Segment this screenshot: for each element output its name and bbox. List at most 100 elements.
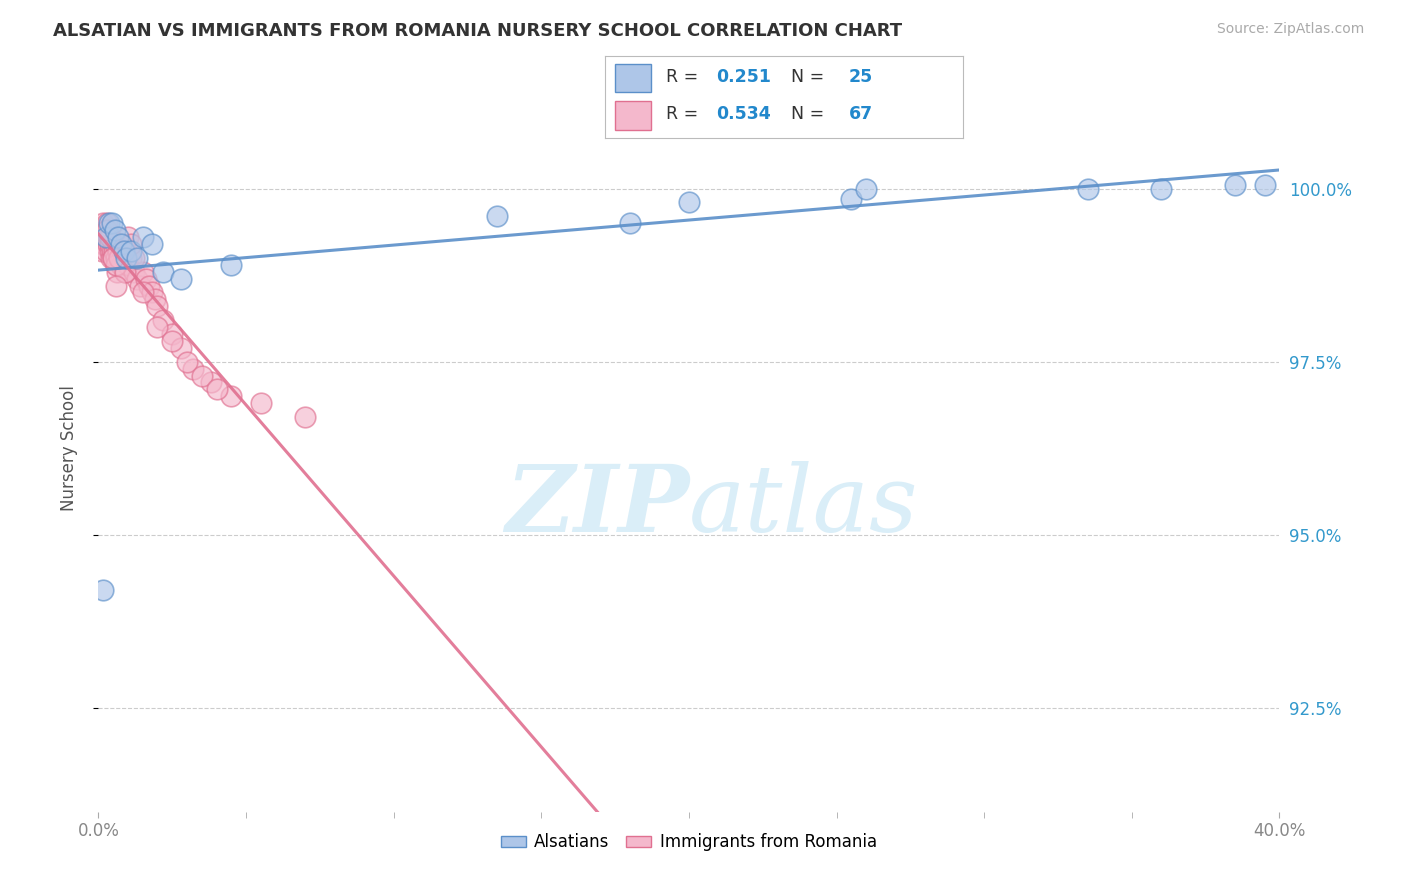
Point xyxy=(141,237,163,252)
Point xyxy=(97,237,120,252)
Point xyxy=(108,251,131,265)
Point xyxy=(152,265,174,279)
Point xyxy=(619,216,641,230)
Point xyxy=(1077,181,1099,195)
Bar xyxy=(616,63,651,92)
Point xyxy=(200,376,222,390)
Text: 25: 25 xyxy=(848,68,873,87)
Text: atlas: atlas xyxy=(689,461,918,551)
Text: N =: N = xyxy=(792,104,830,122)
Point xyxy=(89,230,111,244)
Point xyxy=(152,313,174,327)
Point xyxy=(107,230,129,244)
Point xyxy=(93,237,115,252)
Point xyxy=(1254,178,1277,193)
Point xyxy=(146,299,169,313)
Point xyxy=(98,230,121,244)
Text: 0.534: 0.534 xyxy=(716,104,770,122)
Point xyxy=(100,216,122,230)
Point xyxy=(105,265,128,279)
Point xyxy=(110,237,132,252)
Point xyxy=(91,244,114,258)
Text: 67: 67 xyxy=(848,104,873,122)
Legend: Alsatians, Immigrants from Romania: Alsatians, Immigrants from Romania xyxy=(495,827,883,858)
Point xyxy=(105,278,128,293)
Point xyxy=(125,251,148,265)
Point xyxy=(1225,178,1247,193)
Point xyxy=(112,251,135,265)
Point xyxy=(104,223,127,237)
Point xyxy=(117,258,139,272)
Point xyxy=(678,195,700,210)
Point xyxy=(841,192,863,206)
Point xyxy=(855,181,877,195)
Point xyxy=(221,389,243,403)
Point xyxy=(112,244,135,258)
Point xyxy=(191,368,214,383)
Point xyxy=(122,265,145,279)
Text: N =: N = xyxy=(792,68,830,87)
Point xyxy=(176,354,198,368)
Point xyxy=(91,216,114,230)
Point xyxy=(100,251,122,265)
Point xyxy=(162,334,183,348)
Point xyxy=(90,223,112,237)
Point xyxy=(120,251,142,265)
Point xyxy=(94,230,117,244)
Point xyxy=(97,230,120,244)
Point xyxy=(110,258,132,272)
Point xyxy=(205,383,228,397)
Point xyxy=(98,244,121,258)
Text: R =: R = xyxy=(665,104,703,122)
Y-axis label: Nursery School: Nursery School xyxy=(59,385,77,511)
Point xyxy=(294,410,316,425)
Point xyxy=(111,237,134,252)
Point xyxy=(170,341,193,355)
Point xyxy=(100,244,122,258)
Text: 0.251: 0.251 xyxy=(716,68,770,87)
Point xyxy=(250,396,273,410)
Point xyxy=(103,244,125,258)
Point xyxy=(111,244,134,258)
Point xyxy=(132,265,155,279)
Point xyxy=(486,209,509,223)
Point xyxy=(128,278,150,293)
Point xyxy=(96,216,118,230)
Point xyxy=(98,237,121,252)
Point xyxy=(96,223,118,237)
Point xyxy=(132,230,155,244)
Point xyxy=(141,285,163,300)
Point xyxy=(120,237,142,252)
Point xyxy=(94,223,117,237)
Point xyxy=(135,271,157,285)
Point xyxy=(115,244,138,258)
Point xyxy=(104,258,127,272)
Text: Source: ZipAtlas.com: Source: ZipAtlas.com xyxy=(1216,22,1364,37)
Point xyxy=(114,265,136,279)
Point xyxy=(1150,181,1173,195)
Point xyxy=(143,293,166,307)
Point xyxy=(101,237,124,252)
Point xyxy=(114,265,136,279)
Point xyxy=(117,230,139,244)
Point xyxy=(105,251,128,265)
Point xyxy=(91,583,114,598)
Point xyxy=(97,216,120,230)
Point xyxy=(138,278,160,293)
Point xyxy=(107,244,129,258)
Bar xyxy=(616,102,651,130)
Point xyxy=(181,361,204,376)
Text: R =: R = xyxy=(665,68,703,87)
Point xyxy=(94,244,117,258)
Point xyxy=(120,244,142,258)
Point xyxy=(93,230,115,244)
Text: ZIP: ZIP xyxy=(505,461,689,551)
Point xyxy=(170,271,193,285)
Point xyxy=(162,326,183,341)
Point xyxy=(115,251,138,265)
Point xyxy=(221,258,243,272)
Point xyxy=(90,237,112,252)
Point xyxy=(122,251,145,265)
Text: ALSATIAN VS IMMIGRANTS FROM ROMANIA NURSERY SCHOOL CORRELATION CHART: ALSATIAN VS IMMIGRANTS FROM ROMANIA NURS… xyxy=(53,22,903,40)
Point xyxy=(108,251,131,265)
